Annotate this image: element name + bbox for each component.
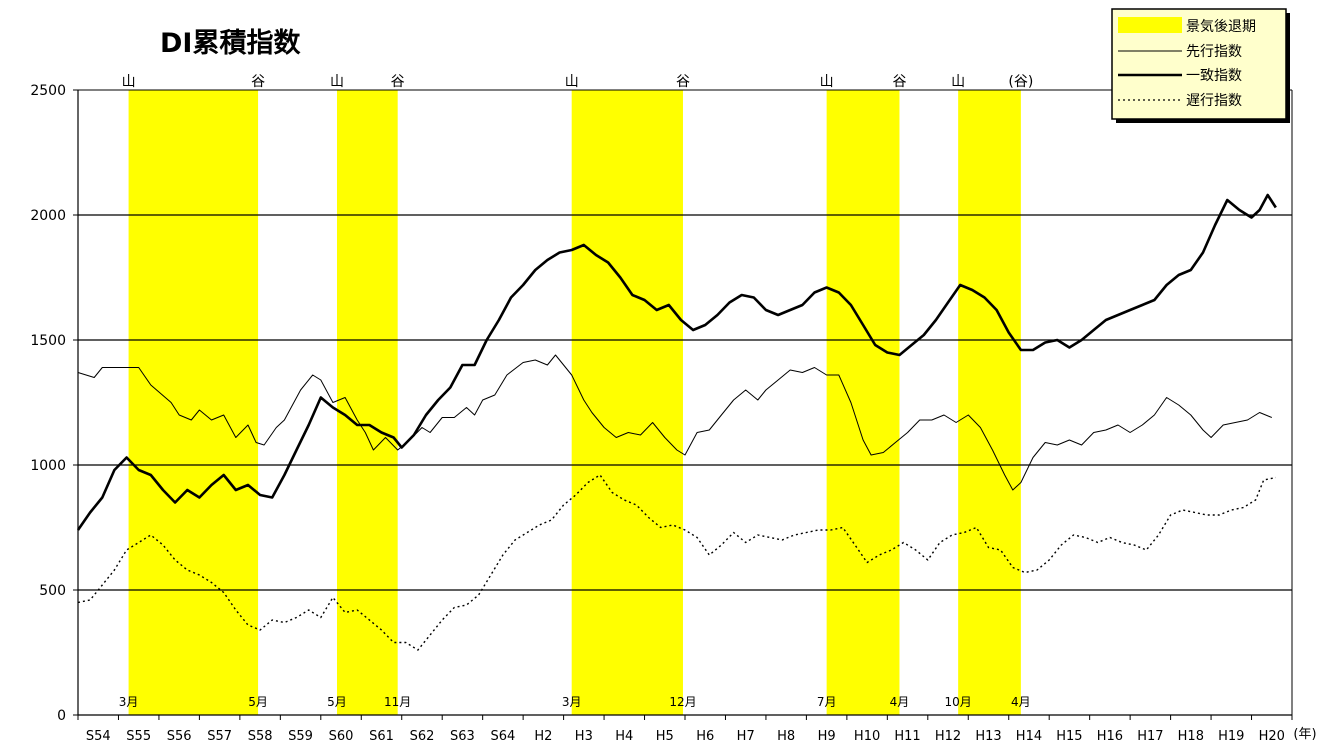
end-month-label-4: 4月 <box>890 695 910 709</box>
label-layer: 山 谷 3月 5月 山 谷 5月 11月 山 谷 3月 12月 山 谷 7月 4月 山 (谷) 10月 4月 <box>119 74 1034 709</box>
recession-band-4 <box>826 90 900 715</box>
x-tick-label-H17: H17 <box>1137 729 1163 744</box>
x-tick-label-H14: H14 <box>1016 729 1042 744</box>
trough-label-2: 谷 <box>391 74 405 90</box>
x-tick-label-S64: S64 <box>491 729 516 744</box>
x-tick-label-H8: H8 <box>777 729 795 744</box>
series-line-coincident <box>76 193 1277 531</box>
x-tick-label-H9: H9 <box>818 729 836 744</box>
legend-label-coincident: 一致指数 <box>1186 68 1242 84</box>
recession-band-2 <box>336 90 398 715</box>
legend-label-leading: 先行指数 <box>1186 44 1242 60</box>
x-tick-label-H3: H3 <box>575 729 593 744</box>
x-tick-label-S59: S59 <box>288 729 313 744</box>
start-month-label-3: 3月 <box>562 695 582 709</box>
y-tick-label-1000: 1000 <box>30 458 66 474</box>
peak-label-2: 山 <box>330 74 344 90</box>
end-month-label-1: 5月 <box>248 695 268 709</box>
trough-label-5: (谷) <box>1008 74 1033 90</box>
trough-label-1: 谷 <box>251 74 265 90</box>
x-tick-label-H2: H2 <box>534 729 552 744</box>
recession-band-1 <box>128 90 259 715</box>
end-month-label-2: 11月 <box>384 695 411 709</box>
x-tick-label-S63: S63 <box>450 729 475 744</box>
recession-band-3 <box>571 90 683 715</box>
y-tick-label-500: 500 <box>39 583 66 599</box>
start-month-label-4: 7月 <box>817 695 837 709</box>
x-tick-label-S56: S56 <box>167 729 192 744</box>
x-tick-label-H13: H13 <box>975 729 1001 744</box>
recession-band-5 <box>958 90 1021 715</box>
x-tick-label-H20: H20 <box>1259 729 1285 744</box>
start-month-label-1: 3月 <box>119 695 139 709</box>
start-month-label-5: 10月 <box>945 695 972 709</box>
x-tick-label-S62: S62 <box>410 729 435 744</box>
x-tick-label-H11: H11 <box>894 729 920 744</box>
recession-band-layer <box>128 90 1021 715</box>
x-tick-label-H15: H15 <box>1056 729 1082 744</box>
x-tick-label-H5: H5 <box>656 729 674 744</box>
x-tick-label-S58: S58 <box>248 729 273 744</box>
x-unit-label: (年) <box>1293 727 1316 742</box>
x-tick-label-H16: H16 <box>1097 729 1123 744</box>
y-tick-label-0: 0 <box>57 708 66 724</box>
x-tick-label-S55: S55 <box>126 729 151 744</box>
legend-label-lagging: 遅行指数 <box>1186 93 1242 109</box>
chart-title: DI累積指数 <box>160 28 301 59</box>
start-month-label-2: 5月 <box>327 695 347 709</box>
y-tick-label-2500: 2500 <box>30 83 66 99</box>
axis-layer: 0 500 1000 1500 2000 2500 S54 S55 S56 S57 S58 S59 S6… <box>30 83 1316 744</box>
x-tick-label-S60: S60 <box>329 729 354 744</box>
x-tick-label-H12: H12 <box>935 729 961 744</box>
series-line-lagging <box>77 474 1276 651</box>
peak-label-1: 山 <box>122 74 136 90</box>
series-line-leading <box>77 354 1272 491</box>
x-tick-label-H4: H4 <box>615 729 633 744</box>
legend-swatch-recession <box>1118 17 1182 33</box>
x-tick-label-S54: S54 <box>86 729 111 744</box>
legend-label-recession: 景気後退期 <box>1186 19 1256 35</box>
trough-label-3: 谷 <box>676 74 690 90</box>
peak-label-3: 山 <box>565 74 579 90</box>
end-month-label-5: 4月 <box>1011 695 1031 709</box>
end-month-label-3: 12月 <box>669 695 696 709</box>
peak-label-4: 山 <box>820 74 834 90</box>
series-layer <box>76 193 1277 651</box>
y-tick-label-2000: 2000 <box>30 208 66 224</box>
peak-label-5: 山 <box>951 74 965 90</box>
x-tick-label-H19: H19 <box>1218 729 1244 744</box>
x-tick-label-H6: H6 <box>696 729 714 744</box>
x-tick-label-S57: S57 <box>207 729 232 744</box>
y-tick-label-1500: 1500 <box>30 333 66 349</box>
gridline-layer <box>78 214 1292 591</box>
x-tick-label-H10: H10 <box>854 729 880 744</box>
trough-label-4: 谷 <box>892 74 906 90</box>
x-tick-label-H7: H7 <box>737 729 755 744</box>
x-tick-label-S61: S61 <box>369 729 394 744</box>
legend: 景気後退期 先行指数 一致指数 遅行指数 <box>1111 8 1290 123</box>
x-tick-label-H18: H18 <box>1178 729 1204 744</box>
